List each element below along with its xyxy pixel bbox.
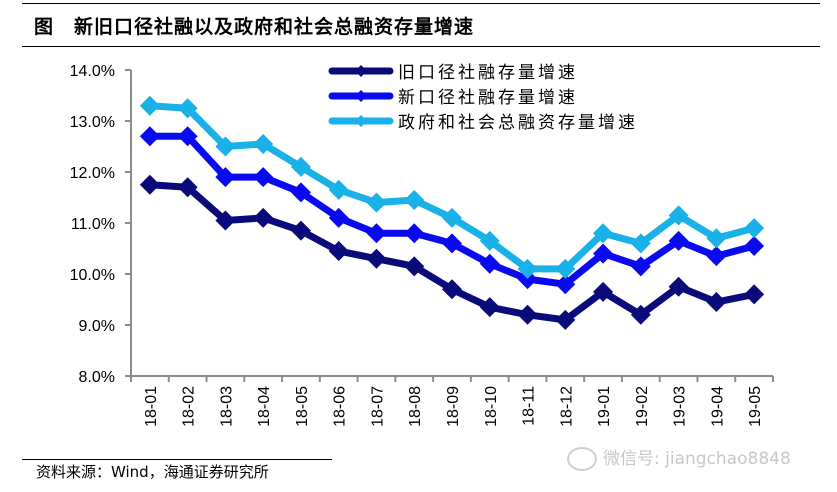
- data-point-marker: [706, 228, 727, 249]
- data-point-marker: [366, 223, 387, 244]
- x-tick-label: 18-02: [181, 386, 198, 427]
- data-point-marker: [328, 207, 349, 228]
- y-tick-label: 8.0%: [79, 369, 115, 386]
- chart-title: 图新旧口径社融以及政府和社会总融资存量增速: [34, 12, 474, 39]
- legend-swatch-marker: [355, 65, 367, 77]
- title-text: 新旧口径社融以及政府和社会总融资存量增速: [74, 16, 475, 38]
- wechat-icon: [567, 447, 597, 471]
- data-point-marker: [215, 210, 236, 231]
- x-tick-label: 18-06: [332, 386, 349, 427]
- x-tick-label: 19-03: [672, 386, 689, 427]
- data-point-marker: [328, 241, 349, 262]
- x-tick-label: 18-04: [256, 386, 273, 427]
- x-tick-label: 18-03: [218, 386, 235, 427]
- data-point-marker: [290, 182, 311, 203]
- legend-label: 旧口径社融存量增速: [398, 63, 578, 83]
- data-point-marker: [366, 192, 387, 213]
- x-tick-label: 19-02: [634, 386, 651, 427]
- data-point-marker: [630, 256, 651, 277]
- data-point-marker: [630, 304, 651, 325]
- data-point-marker: [290, 220, 311, 241]
- data-point-marker: [593, 223, 614, 244]
- data-point-marker: [555, 309, 576, 330]
- data-point-marker: [253, 133, 274, 154]
- data-point-marker: [404, 190, 425, 211]
- x-tick-label: 18-10: [483, 386, 500, 427]
- data-point-marker: [328, 179, 349, 200]
- data-point-marker: [668, 230, 689, 251]
- legend-swatch-marker: [355, 90, 367, 102]
- data-point-marker: [442, 279, 462, 300]
- data-point-marker: [593, 281, 614, 302]
- data-point-marker: [555, 274, 576, 295]
- data-point-marker: [253, 207, 274, 228]
- data-point-marker: [479, 253, 500, 274]
- data-point-marker: [139, 174, 160, 195]
- data-point-marker: [215, 167, 236, 188]
- data-point-marker: [630, 233, 651, 254]
- y-tick-label: 11.0%: [71, 216, 115, 233]
- bottom-rule: [22, 459, 332, 460]
- top-rule: [22, 3, 820, 4]
- data-point-marker: [479, 230, 500, 251]
- y-tick-label: 10.0%: [70, 267, 115, 284]
- legend-swatch-marker: [355, 115, 367, 127]
- x-tick-label: 18-01: [143, 386, 160, 427]
- legend-label: 新口径社融存量增速: [398, 88, 578, 108]
- x-tick-label: 18-05: [294, 386, 311, 427]
- data-point-marker: [139, 95, 160, 116]
- data-point-marker: [253, 167, 274, 188]
- source-note: 资料来源：Wind，海通证券研究所: [36, 463, 269, 481]
- y-tick-label: 9.0%: [79, 318, 115, 335]
- data-point-marker: [177, 177, 198, 198]
- x-tick-label: 19-04: [709, 386, 726, 427]
- data-point-marker: [706, 292, 727, 313]
- legend-label: 政府和社会总融资存量增速: [398, 113, 638, 133]
- x-tick-label: 18-12: [558, 386, 575, 427]
- data-point-marker: [442, 233, 462, 254]
- data-point-marker: [139, 126, 160, 147]
- x-tick-label: 18-07: [369, 386, 386, 427]
- data-point-marker: [177, 98, 198, 119]
- data-point-marker: [479, 297, 500, 318]
- watermark: 微信号: jiangchao8848: [567, 444, 791, 471]
- x-tick-label: 18-09: [445, 386, 462, 427]
- title-underline-rule: [22, 46, 820, 47]
- y-tick-label: 14.0%: [70, 63, 115, 80]
- data-point-marker: [668, 276, 689, 297]
- data-point-marker: [177, 126, 198, 147]
- data-point-marker: [744, 284, 765, 305]
- data-point-marker: [290, 156, 311, 177]
- x-tick-label: 19-01: [596, 386, 613, 427]
- data-point-marker: [744, 235, 765, 256]
- data-point-marker: [668, 205, 689, 226]
- data-point-marker: [517, 304, 538, 325]
- data-point-marker: [404, 223, 425, 244]
- watermark-text: 微信号: jiangchao8848: [603, 449, 791, 469]
- data-point-marker: [366, 248, 387, 269]
- x-tick-label: 19-05: [747, 386, 764, 427]
- data-point-marker: [215, 136, 236, 157]
- x-tick-label: 18-08: [407, 386, 424, 427]
- figure-label: 图: [34, 16, 55, 38]
- data-point-marker: [442, 207, 462, 228]
- data-point-marker: [706, 246, 727, 267]
- data-point-marker: [744, 218, 765, 239]
- x-tick-label: 18-11: [521, 386, 538, 426]
- data-point-marker: [517, 258, 538, 279]
- data-point-marker: [517, 269, 538, 290]
- data-point-marker: [404, 256, 425, 277]
- data-point-marker: [593, 243, 614, 264]
- y-tick-label: 12.0%: [70, 165, 115, 182]
- data-point-marker: [555, 258, 576, 279]
- y-tick-label: 13.0%: [70, 114, 115, 131]
